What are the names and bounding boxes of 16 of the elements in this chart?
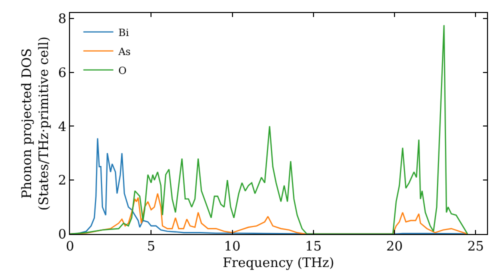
line-series	[70, 24, 468, 234]
y-tick-label: 6	[58, 66, 66, 81]
y-tick-label: 0	[58, 228, 66, 243]
y-tick-label: 2	[58, 174, 66, 189]
x-tick-label: 15	[305, 240, 322, 255]
legend-label: As	[117, 46, 131, 58]
legend-label: O	[118, 66, 127, 77]
x-tick-label: 20	[386, 240, 403, 255]
x-tick-label: 10	[224, 240, 241, 255]
y-axis-title: Phonon projected DOS (States/THz·primitive cell)	[20, 36, 52, 211]
y-tick-label: 4	[58, 120, 66, 135]
y-tick-label: 8	[58, 12, 66, 27]
x-tick-label: 5	[146, 240, 156, 255]
x-tick-label: 25	[467, 240, 484, 255]
legend-label: Bi	[118, 28, 129, 39]
x-axis-title: Frequency (THz)	[222, 256, 334, 272]
